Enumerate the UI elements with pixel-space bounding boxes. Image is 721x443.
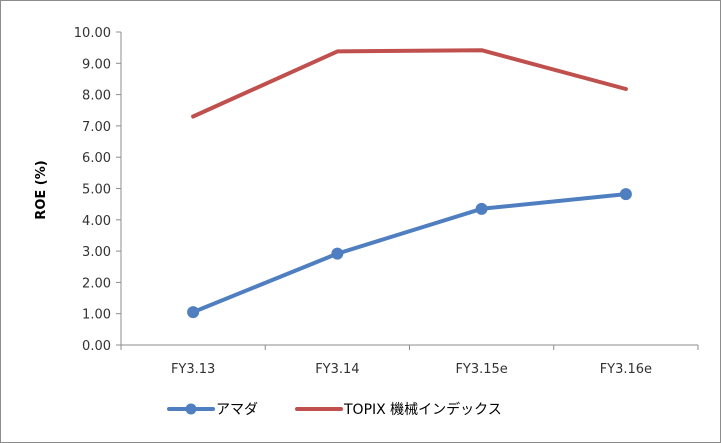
y-tick-label: 5.00 [82, 183, 111, 198]
y-tick-label: 7.00 [82, 120, 111, 135]
series-line-1 [191, 48, 628, 119]
x-axis: FY3.13 FY3.14 FY3.15e FY3.16e [120, 344, 699, 377]
legend-marker-0 [185, 403, 197, 415]
legend: アマダ TOPIX 機械インデックス [167, 401, 502, 418]
y-tick-label: 10.00 [74, 26, 111, 41]
y-tick-label: 1.00 [82, 308, 111, 323]
series-layer [187, 48, 632, 319]
data-point [475, 202, 488, 215]
series-line-0 [191, 192, 628, 315]
y-tick-label: 8.00 [82, 89, 111, 104]
legend-label-1: TOPIX 機械インデックス [343, 401, 502, 418]
x-tick-label: FY3.14 [315, 362, 359, 377]
x-tick-label: FY3.16e [600, 362, 652, 377]
data-point [331, 247, 344, 260]
y-axis: 0.00 1.00 2.00 3.00 4.00 5.00 6.00 7.00 8.00 9.00… [74, 26, 122, 354]
legend-label-0: アマダ [216, 402, 258, 418]
y-tick-label: 3.00 [82, 245, 111, 260]
y-tick-label: 6.00 [82, 151, 111, 166]
x-tick-label: FY3.15e [455, 362, 507, 377]
y-tick-label: 2.00 [82, 276, 111, 291]
data-point [619, 188, 632, 201]
y-tick-label: 4.00 [82, 214, 111, 229]
y-tick-label: 9.00 [82, 57, 111, 72]
y-axis-label: ROE (%) [34, 160, 49, 219]
data-point [187, 306, 200, 319]
y-tick-label: 0.00 [82, 339, 111, 354]
x-tick-label: FY3.13 [171, 362, 215, 377]
